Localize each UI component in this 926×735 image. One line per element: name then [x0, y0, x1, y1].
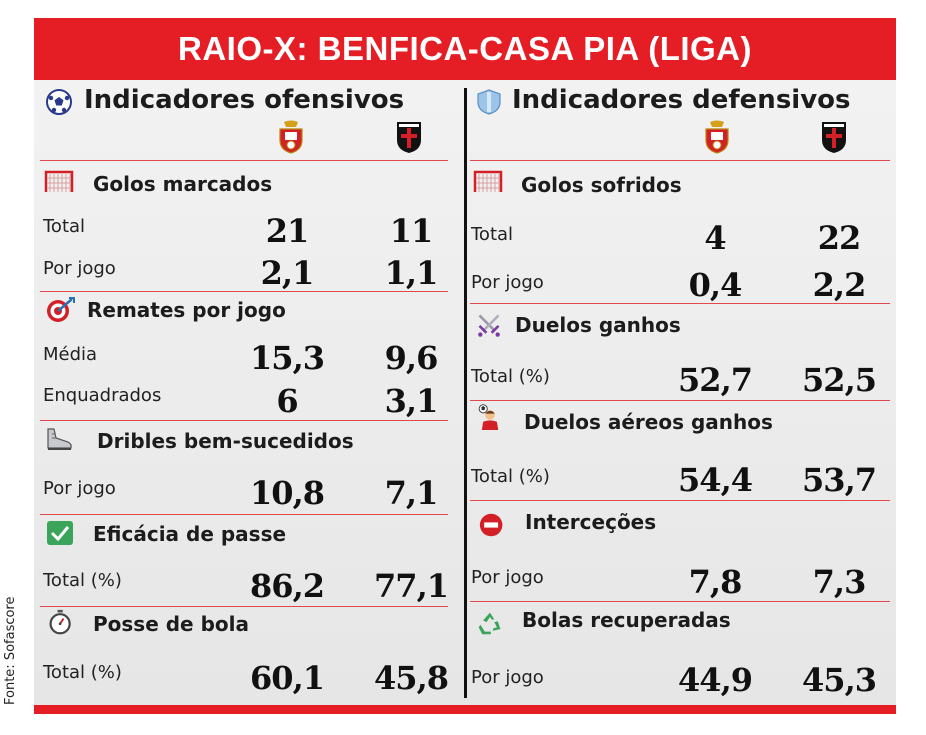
target-icon [47, 297, 75, 322]
offensive-heading: Indicadores ofensivos [84, 85, 405, 115]
benfica-value: 44,9 [678, 661, 753, 699]
row-label: Total [43, 216, 86, 237]
category-title: Golos marcados [93, 172, 273, 196]
row-label: Por jogo [43, 478, 116, 499]
checkbox-icon [47, 521, 73, 545]
soccer-ball-icon [46, 89, 72, 115]
benfica-value: 4 [704, 219, 726, 257]
benfica-value: 0,4 [688, 266, 743, 304]
row-label: Por jogo [43, 258, 116, 279]
row-label: Média [43, 344, 98, 365]
category-title: Eficácia de passe [93, 522, 287, 546]
casa-pia-value: 77,1 [374, 567, 449, 605]
recycle-icon [478, 612, 501, 635]
column-divider [464, 88, 467, 698]
goal-net-icon [473, 170, 503, 192]
row-label: Total [471, 224, 514, 245]
row-label: Por jogo [471, 567, 544, 588]
row-label: Por jogo [471, 667, 544, 688]
category-title: Dribles bem-sucedidos [97, 429, 354, 453]
benfica-crest-icon [279, 120, 303, 154]
category-title: Posse de bola [93, 612, 249, 636]
casa-pia-value: 9,6 [384, 339, 439, 377]
boot-icon [47, 428, 72, 450]
casa-pia-value: 3,1 [384, 382, 439, 420]
row-label: Total (%) [43, 662, 122, 683]
category-title: Golos sofridos [521, 173, 682, 197]
casa-pia-value: 2,2 [812, 266, 867, 304]
casa-pia-crest-icon [397, 122, 421, 153]
category-title: Interceções [525, 510, 657, 534]
row-label: Enquadrados [43, 385, 162, 406]
row-label: Total (%) [43, 570, 122, 591]
benfica-value: 7,8 [688, 563, 743, 601]
casa-pia-value: 7,1 [384, 474, 439, 512]
category-title: Duelos ganhos [515, 313, 681, 337]
benfica-value: 2,1 [260, 254, 315, 292]
defensive-heading: Indicadores defensivos [512, 85, 851, 115]
benfica-value: 60,1 [250, 659, 325, 697]
row-label: Por jogo [471, 272, 544, 293]
benfica-value: 10,8 [250, 474, 325, 512]
benfica-value: 52,7 [678, 361, 753, 399]
benfica-crest-icon [705, 120, 729, 154]
casa-pia-value: 45,3 [802, 661, 877, 699]
no-entry-icon [479, 513, 503, 537]
casa-pia-value: 1,1 [384, 254, 439, 292]
category-title: Remates por jogo [87, 298, 286, 322]
row-label: Total (%) [471, 366, 550, 387]
source-credit: Fonte: Sofascore [3, 596, 18, 706]
crossed-swords-icon [478, 314, 500, 337]
casa-pia-crest-icon [822, 122, 846, 153]
benfica-value: 54,4 [678, 461, 753, 499]
row-label: Total (%) [471, 466, 550, 487]
casa-pia-value: 52,5 [802, 361, 877, 399]
casa-pia-value: 53,7 [802, 461, 877, 499]
category-title: Duelos aéreos ganhos [524, 410, 773, 434]
header-player-icon [478, 404, 499, 430]
shield-icon [477, 89, 501, 115]
casa-pia-value: 45,8 [374, 659, 449, 697]
benfica-value: 86,2 [250, 567, 325, 605]
casa-pia-value: 7,3 [812, 563, 867, 601]
bottom-bar [34, 705, 896, 714]
benfica-value: 6 [276, 382, 298, 420]
benfica-value: 21 [265, 212, 310, 250]
casa-pia-value: 22 [817, 219, 862, 257]
page-title: RAIO-X: BENFICA-CASA PIA (LIGA) [34, 18, 896, 80]
benfica-value: 15,3 [250, 339, 325, 377]
stopwatch-icon [49, 609, 71, 635]
casa-pia-value: 11 [389, 212, 434, 250]
goal-net-icon [44, 170, 74, 192]
category-title: Bolas recuperadas [522, 608, 731, 632]
